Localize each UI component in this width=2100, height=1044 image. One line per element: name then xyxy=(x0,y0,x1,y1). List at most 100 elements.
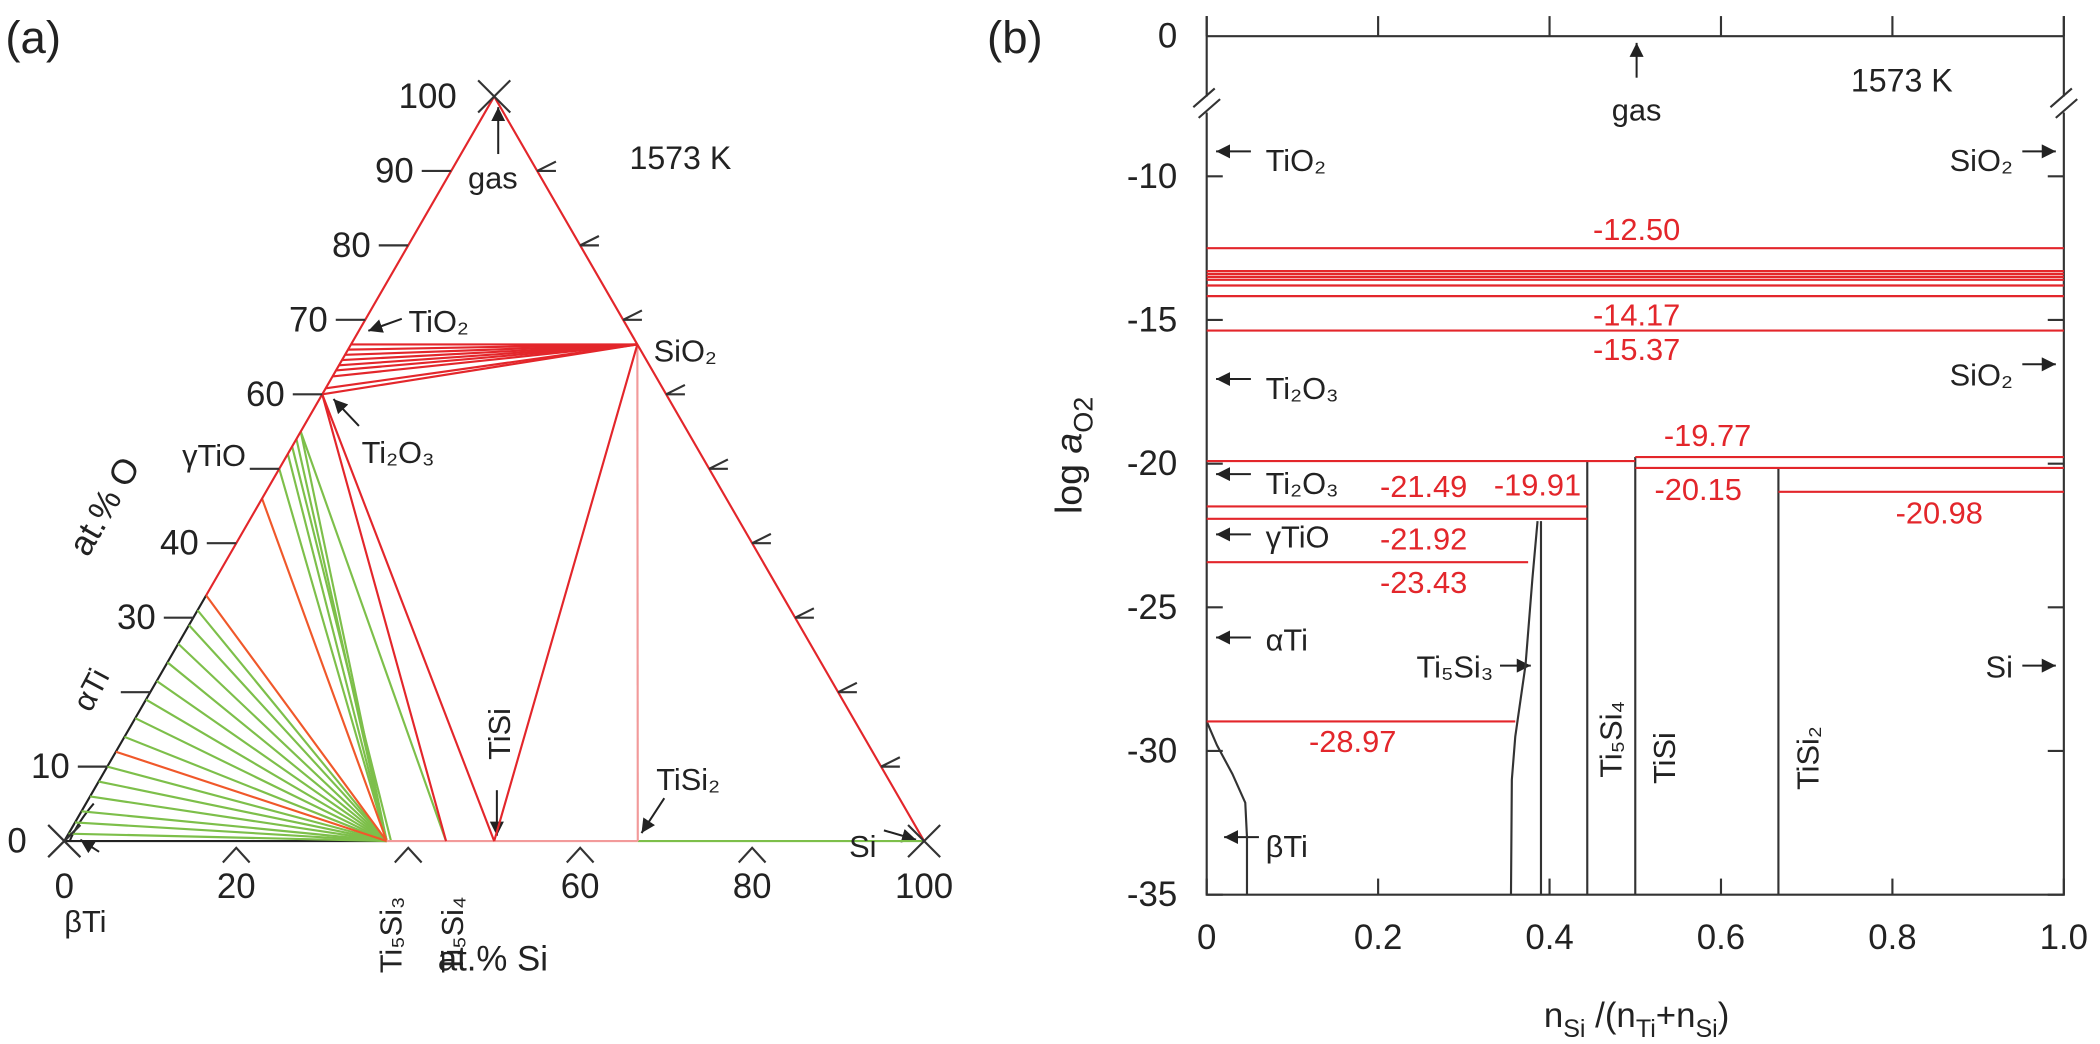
panel-title: (a) xyxy=(5,12,61,63)
o-tick-right xyxy=(622,309,643,321)
phase-label: gas xyxy=(468,161,518,196)
si-tick-label: 20 xyxy=(217,867,256,906)
phase-label: TiSi₂ xyxy=(656,762,720,797)
level-label: -19.91 xyxy=(1494,468,1581,503)
x-tick-label: 0.2 xyxy=(1354,918,1402,957)
level-label: -12.50 xyxy=(1593,212,1680,247)
phase-label: Ti₅Si₃ xyxy=(1416,649,1493,684)
o-tick-label: 70 xyxy=(289,300,328,339)
axis-break xyxy=(1192,87,2078,119)
si-tick xyxy=(737,846,767,864)
temperature: 1573 K xyxy=(629,140,731,176)
phase-label: TiSi xyxy=(1647,732,1682,784)
o-tick-label: 10 xyxy=(31,747,70,786)
phase-label: gas xyxy=(1612,92,1662,127)
o-tick-label: 100 xyxy=(399,77,457,116)
axis-title-part: +n xyxy=(1656,996,1696,1035)
tie-line xyxy=(325,343,638,390)
tie-line xyxy=(81,810,387,843)
phase-label: TiO₂ xyxy=(408,304,468,339)
tie-line xyxy=(299,431,448,842)
tie-line xyxy=(156,680,388,842)
y-tick-label: 0 xyxy=(1158,17,1177,56)
tie-line xyxy=(493,344,639,842)
axis-title-part: log xyxy=(1048,454,1090,514)
phase-label: γTiO xyxy=(1266,520,1330,555)
tie-line xyxy=(145,698,388,843)
phase-label: Ti₅Si₄ xyxy=(435,896,470,973)
tie-line xyxy=(134,717,388,843)
tie-line xyxy=(107,765,387,843)
level-label: -23.43 xyxy=(1380,565,1467,600)
si-tick-label: 100 xyxy=(895,867,953,906)
y-tick-label: -25 xyxy=(1127,588,1177,627)
x-tick-label: 0.6 xyxy=(1697,918,1745,957)
level-label: -28.97 xyxy=(1309,724,1396,759)
y-tick-label: -20 xyxy=(1127,444,1177,483)
axis-title-part: O2 xyxy=(1069,397,1099,433)
si-tick-label: 80 xyxy=(733,867,772,906)
si-tick xyxy=(222,846,251,864)
phase-label: Ti₂O₃ xyxy=(1266,371,1339,406)
temperature: 1573 K xyxy=(1851,62,1953,98)
level-label: -20.98 xyxy=(1896,496,1983,531)
phase-label: SiO₂ xyxy=(654,333,717,368)
si-tick xyxy=(394,846,423,864)
tie-line xyxy=(68,832,387,843)
level-label: -21.92 xyxy=(1380,521,1467,556)
tie-line xyxy=(196,609,388,842)
x-tick-label: 1.0 xyxy=(2040,918,2088,957)
tie-line xyxy=(291,446,393,842)
x-axis-title: at.% Si xyxy=(438,939,548,978)
axis-title-part: a xyxy=(1048,433,1090,454)
panel-title: (b) xyxy=(987,12,1043,63)
tie-line xyxy=(205,594,388,842)
axis-title-part: ) xyxy=(1718,996,1730,1035)
y-axis-title: log aO2 xyxy=(1048,397,1099,514)
corner-tick xyxy=(47,824,82,858)
arrow xyxy=(332,398,360,427)
o-tick-label: 80 xyxy=(332,226,371,265)
axis-title-part: /(n xyxy=(1586,996,1636,1035)
level-label: -14.17 xyxy=(1593,297,1680,332)
phase-label: βTi xyxy=(1266,829,1308,864)
level-label: -15.37 xyxy=(1593,332,1680,367)
tie-line xyxy=(177,642,388,842)
axis-title-part: Ti xyxy=(1636,1015,1656,1043)
arrow xyxy=(883,829,917,843)
tie-line xyxy=(124,735,388,843)
arrows-a xyxy=(79,107,917,854)
phase-label: Ti₅Si₃ xyxy=(374,896,409,973)
phase-label: Ti₅Si₄ xyxy=(1594,701,1629,778)
tie-line xyxy=(74,821,387,843)
tie-line xyxy=(205,95,496,596)
phase-label: TiSi xyxy=(482,708,517,760)
o-tick-label: 40 xyxy=(160,524,199,563)
tie-line xyxy=(286,453,388,842)
tie-line xyxy=(261,498,388,842)
phase-label: Si xyxy=(1986,649,2013,684)
axis-title-part: n xyxy=(1544,996,1563,1035)
phase-boundary xyxy=(1205,720,1249,895)
level-label: -20.15 xyxy=(1655,472,1742,507)
phase-boundary xyxy=(1509,521,1539,895)
y-tick-label: -30 xyxy=(1127,731,1177,770)
o-tick-right xyxy=(794,607,815,619)
tie-line xyxy=(278,468,388,842)
o-tick-right xyxy=(665,383,686,396)
phase-label: Ti₂O₃ xyxy=(1266,466,1339,501)
x-axis-title: nSi /(nTi+nSi) xyxy=(1544,996,1730,1044)
y-tick-label: -15 xyxy=(1127,300,1177,339)
si-tick-label: 0 xyxy=(55,867,74,906)
tie-line xyxy=(89,795,387,843)
phase-label: SiO₂ xyxy=(1950,358,2013,393)
o-tick-label: 0 xyxy=(7,822,26,861)
y-tick-label: -10 xyxy=(1127,157,1177,196)
tie-line xyxy=(332,343,638,378)
tie-line xyxy=(321,394,448,842)
si-tick xyxy=(565,846,595,864)
phase-label: βTi xyxy=(64,904,106,939)
y-tick-label: -35 xyxy=(1127,875,1177,914)
x-tick-label: 0.8 xyxy=(1868,918,1916,957)
